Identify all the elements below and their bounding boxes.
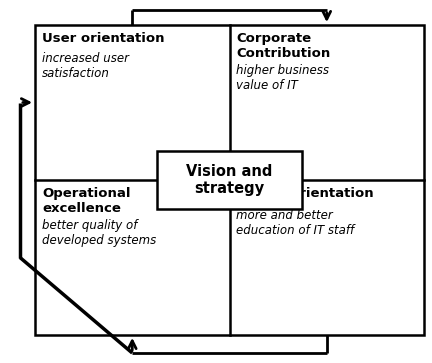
Bar	[157, 151, 302, 209]
Text: better quality of
developed systems: better quality of developed systems	[42, 219, 156, 247]
Text: higher business
value of IT: higher business value of IT	[236, 64, 330, 92]
Text: Operational
excellence: Operational excellence	[42, 187, 130, 215]
Text: increased user
satisfaction: increased user satisfaction	[42, 52, 129, 80]
Bar	[35, 25, 424, 335]
Text: more and better
education of IT staff: more and better education of IT staff	[236, 209, 355, 237]
Text: Future orientation: Future orientation	[236, 187, 374, 200]
Text: Vision and
strategy: Vision and strategy	[186, 164, 273, 196]
Text: User orientation: User orientation	[42, 32, 165, 45]
Text: Corporate
Contribution: Corporate Contribution	[236, 32, 331, 60]
